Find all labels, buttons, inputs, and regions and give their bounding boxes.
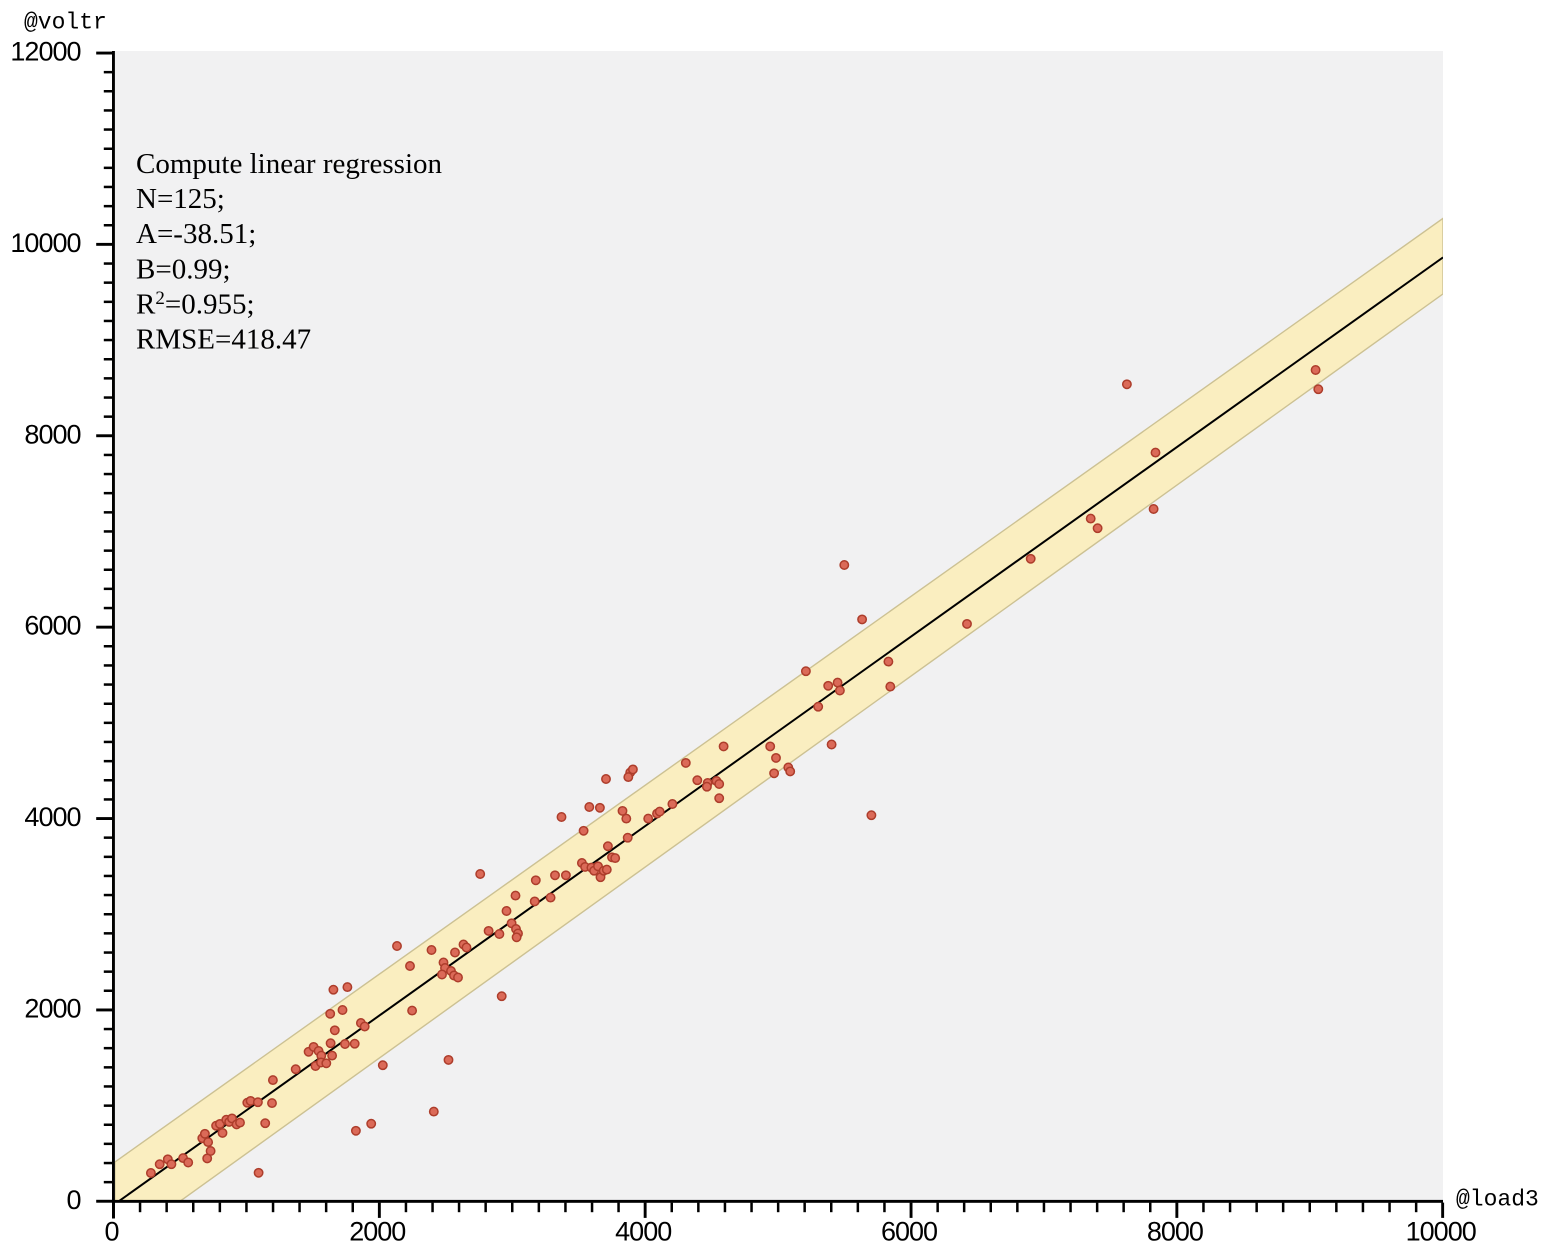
svg-text:4000: 4000 [615, 1217, 671, 1247]
svg-text:2000: 2000 [349, 1217, 405, 1247]
svg-text:8000: 8000 [1147, 1217, 1203, 1247]
svg-text:8000: 8000 [24, 419, 80, 449]
svg-text:R2=0.955;: R2=0.955; [136, 288, 255, 321]
svg-text:10000: 10000 [10, 228, 80, 258]
svg-text:@load3: @load3 [1456, 1187, 1539, 1213]
svg-text:RMSE=418.47: RMSE=418.47 [136, 324, 311, 356]
svg-text:6000: 6000 [24, 611, 80, 641]
svg-text:A=-38.51;: A=-38.51; [136, 218, 256, 250]
svg-text:10000: 10000 [1406, 1217, 1476, 1247]
svg-text:4000: 4000 [24, 802, 80, 832]
svg-text:Compute linear regression: Compute linear regression [136, 148, 443, 180]
svg-text:6000: 6000 [881, 1217, 937, 1247]
svg-text:0: 0 [66, 1185, 80, 1215]
svg-text:@voltr: @voltr [24, 10, 107, 36]
svg-text:0: 0 [104, 1217, 118, 1247]
svg-text:2000: 2000 [24, 993, 80, 1023]
svg-text:12000: 12000 [10, 37, 80, 67]
svg-text:B=0.99;: B=0.99; [136, 253, 231, 285]
svg-text:N=125;: N=125; [136, 183, 225, 215]
